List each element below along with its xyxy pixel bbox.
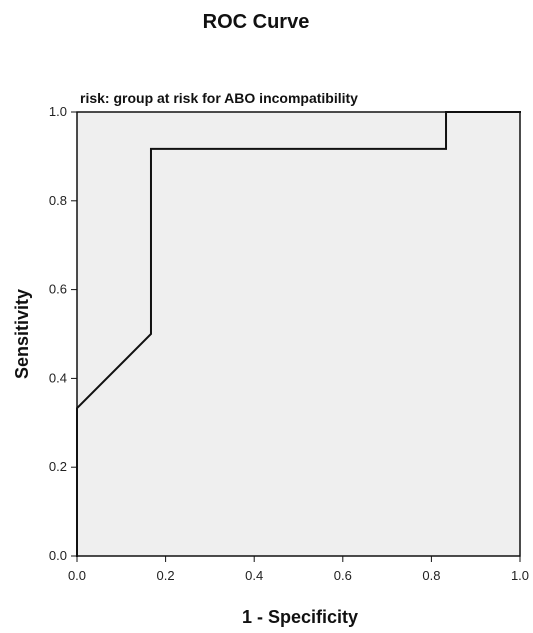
plot-area (76, 111, 521, 557)
y-axis: 0.0 0.2 0.4 0.6 0.8 1.0 (49, 104, 77, 563)
x-axis: 0.0 0.2 0.4 0.6 0.8 1.0 (68, 556, 529, 583)
y-axis-tick-label: 0.8 (49, 193, 67, 208)
y-axis-label: Sensitivity (12, 289, 32, 379)
chart-subtitle: risk: group at risk for ABO incompatibil… (80, 90, 358, 106)
x-axis-tick-label: 1.0 (511, 568, 529, 583)
y-axis-tick-label: 0.2 (49, 459, 67, 474)
y-axis-tick-label: 0.4 (49, 370, 67, 385)
x-axis-tick-label: 0.0 (68, 568, 86, 583)
y-axis-tick-label: 1.0 (49, 104, 67, 119)
x-axis-tick-label: 0.6 (334, 568, 352, 583)
y-axis-tick-label: 0.0 (49, 548, 67, 563)
x-axis-label: 1 - Specificity (242, 607, 358, 627)
chart-title: ROC Curve (203, 11, 310, 33)
x-axis-tick-label: 0.2 (157, 568, 175, 583)
roc-curve-line (76, 111, 521, 557)
x-axis-tick-label: 0.4 (245, 568, 263, 583)
x-axis-tick-label: 0.8 (422, 568, 440, 583)
y-axis-tick-label: 0.6 (49, 282, 67, 297)
roc-series-group (76, 111, 521, 557)
